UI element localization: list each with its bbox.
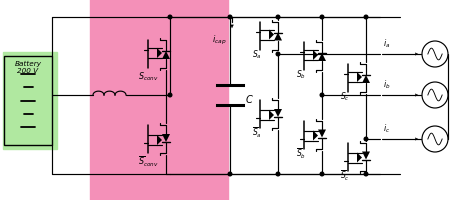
Polygon shape [274, 33, 282, 41]
Bar [3, 53, 57, 149]
Polygon shape [162, 134, 170, 142]
Circle shape [320, 172, 324, 176]
Circle shape [168, 94, 172, 97]
Text: $C$: $C$ [245, 93, 254, 104]
Polygon shape [362, 76, 370, 84]
Text: $\overline{S}_{conv}$: $\overline{S}_{conv}$ [138, 154, 159, 168]
Polygon shape [318, 130, 326, 138]
Polygon shape [274, 109, 282, 117]
Text: $\overline{S}_a$: $\overline{S}_a$ [252, 125, 262, 139]
Text: $i_b$: $i_b$ [383, 78, 391, 91]
Text: $S_a$: $S_a$ [252, 48, 262, 60]
Polygon shape [313, 131, 318, 141]
Polygon shape [157, 135, 162, 145]
Text: 200 V: 200 V [18, 68, 38, 74]
Text: $i_a$: $i_a$ [383, 37, 390, 50]
Text: $\overline{S}_b$: $\overline{S}_b$ [296, 146, 306, 160]
Circle shape [228, 172, 232, 176]
Text: $S_{conv}$: $S_{conv}$ [138, 70, 158, 83]
Circle shape [364, 16, 368, 20]
Polygon shape [269, 110, 274, 120]
Circle shape [276, 172, 280, 176]
Polygon shape [318, 54, 326, 62]
Circle shape [228, 16, 232, 20]
Polygon shape [162, 52, 170, 60]
Text: Battery: Battery [15, 61, 42, 67]
Bar [90, 0, 228, 200]
Polygon shape [313, 51, 318, 61]
Polygon shape [362, 152, 370, 160]
Text: $S_b$: $S_b$ [296, 68, 306, 81]
Circle shape [276, 16, 280, 20]
Text: $S_c$: $S_c$ [340, 90, 350, 103]
Circle shape [168, 16, 172, 20]
Text: $i_c$: $i_c$ [383, 122, 390, 134]
Polygon shape [357, 73, 362, 83]
Text: $\overline{S}_c$: $\overline{S}_c$ [340, 167, 350, 182]
Circle shape [364, 172, 368, 176]
Circle shape [276, 53, 280, 57]
Polygon shape [157, 49, 162, 59]
Circle shape [320, 94, 324, 97]
Polygon shape [269, 30, 274, 40]
Polygon shape [357, 153, 362, 163]
Circle shape [364, 138, 368, 141]
Text: $i_{cap}$: $i_{cap}$ [212, 34, 227, 47]
Circle shape [320, 16, 324, 20]
Bar [4, 57, 52, 145]
